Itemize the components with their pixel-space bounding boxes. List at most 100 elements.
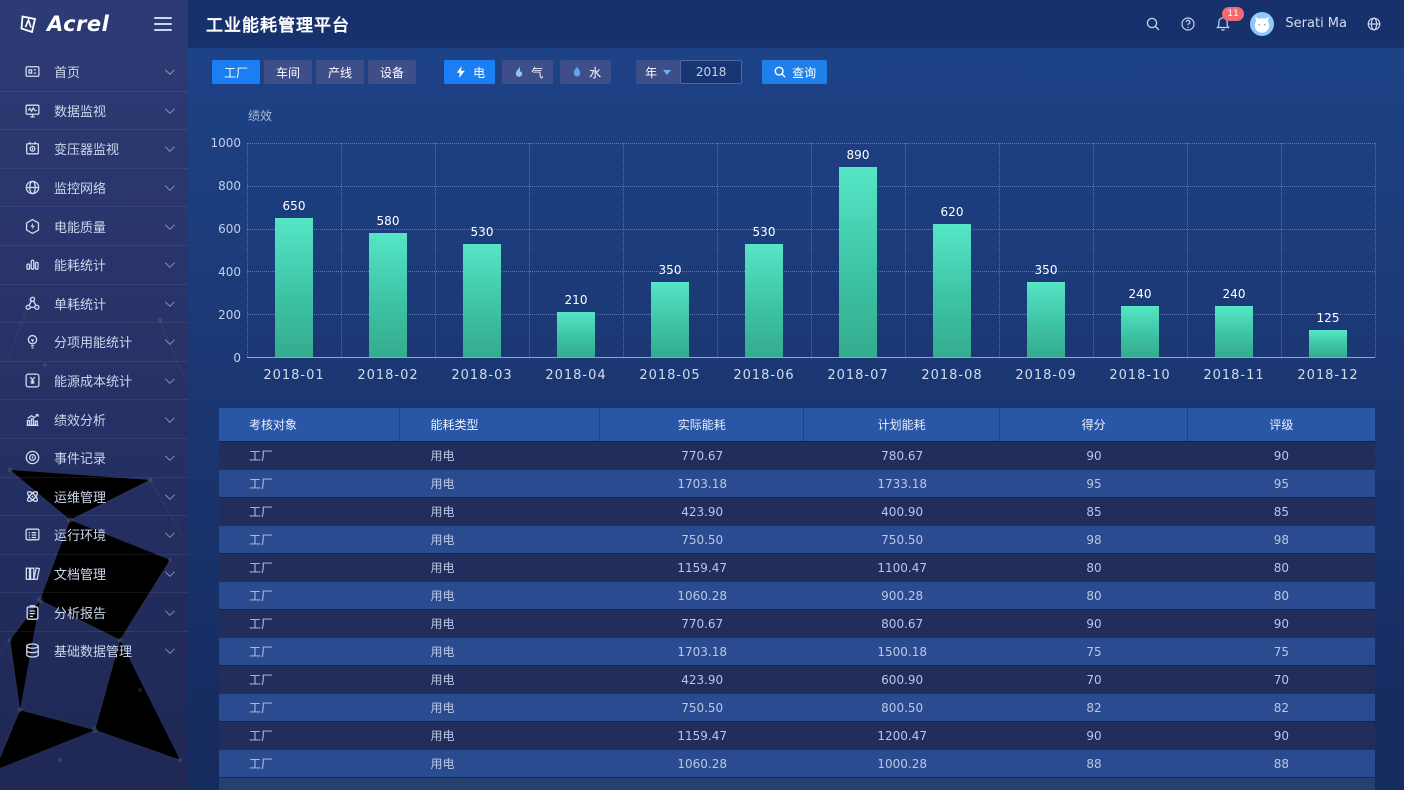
chevron-down-icon (164, 605, 175, 616)
scope-tab-workshop[interactable]: 车间 (264, 60, 313, 84)
table-body: 工厂 用电 770.67 780.67 90 90 工厂 用电 1703.18 1733.18 95… (219, 441, 1375, 790)
x-tick-label: 2018-04 (545, 368, 607, 383)
table-cell: 1733.18 (877, 476, 927, 491)
sidebar: Acrel 首页 数据监视 变压器监视 监控网络电能质量能耗统计单耗统计分项用能统计能… (0, 0, 188, 790)
sidebar-item-reports[interactable]: 分析报告 (0, 592, 188, 631)
sidebar-item-unit-consumption[interactable]: 单耗统计 (0, 283, 188, 323)
sidebar-item-label: 事件记录 (54, 452, 107, 468)
sidebar-item-label: 单耗统计 (54, 297, 107, 313)
table-cell: 750.50 (681, 532, 724, 547)
chevron-down-icon (164, 374, 175, 385)
x-tick-label: 2018-03 (451, 368, 513, 383)
bell-icon[interactable]: 11 (1215, 6, 1244, 32)
table-cell: 75 (1086, 644, 1102, 659)
sidebar-item-documents[interactable]: 文档管理 (0, 553, 188, 593)
chevron-down-icon (164, 451, 175, 462)
sidebar-item-data-monitor[interactable]: 数据监视 (0, 90, 188, 130)
table-cell: 88 (1086, 756, 1102, 771)
sidebar-item-label: 绩效分析 (54, 413, 107, 429)
logo-row: Acrel (0, 0, 188, 47)
table-row: 工厂 用电 1060.28 1000.28 88 88 (219, 749, 1375, 777)
table-cell: 750.50 (681, 700, 724, 715)
sidebar-item-base-data[interactable]: 基础数据管理 (0, 630, 188, 670)
y-tick-label: 800 (218, 179, 241, 193)
table-cell: 1703.18 (677, 644, 727, 659)
sidebar-item-environment[interactable]: 运行环境 (0, 515, 188, 554)
user-name[interactable]: Serati Ma (1285, 16, 1347, 31)
energy-tab-electricity[interactable]: 电 (444, 60, 496, 84)
globe-icon[interactable] (1366, 16, 1382, 32)
table-cell: 750.50 (881, 532, 924, 547)
table-cell: 800.67 (881, 616, 924, 631)
table-cell: 82 (1273, 700, 1289, 715)
table-cell: 用电 (430, 645, 455, 659)
sidebar-item-label: 运维管理 (54, 490, 107, 506)
v-gridline (999, 143, 1000, 357)
v-gridline (529, 143, 530, 357)
table-cell: 95 (1086, 476, 1102, 491)
year-input[interactable] (680, 60, 743, 84)
energy-tab-water[interactable]: 水 (560, 60, 612, 84)
bar-slot: 650 (247, 143, 341, 357)
sidebar-item-performance[interactable]: 绩效分析 (0, 399, 188, 438)
sidebar-item-energy-cost[interactable]: 能源成本统计 (0, 360, 188, 400)
v-gridline (811, 143, 812, 357)
chevron-down-icon (164, 104, 175, 114)
v-gridline (1281, 143, 1282, 357)
sidebar-item-energy-stats[interactable]: 能耗统计 (0, 244, 188, 284)
bar-slot: 240 (1093, 143, 1187, 357)
brand-logo[interactable]: Acrel (18, 12, 109, 36)
table-cell: 工厂 (249, 645, 274, 659)
x-tick-label: 2018-06 (733, 368, 795, 383)
search-icon[interactable] (1145, 16, 1161, 32)
table-cell: 工厂 (249, 673, 274, 687)
sidebar-item-label: 电能质量 (54, 220, 107, 236)
bar-2018-10 (1121, 305, 1159, 357)
table-cell: 90 (1273, 448, 1289, 463)
table-cell: 770.67 (681, 448, 724, 463)
table-cell: 用电 (430, 617, 455, 631)
bar-value-label: 650 (282, 198, 306, 213)
report-icon (24, 604, 41, 621)
sidebar-item-event-log[interactable]: 事件记录 (0, 437, 188, 477)
help-icon[interactable] (1180, 16, 1196, 32)
v-gridline (247, 143, 248, 357)
sidebar-item-transformer[interactable]: 变压器监视 (0, 129, 188, 168)
x-tick-label: 2018-09 (1015, 368, 1077, 383)
chevron-down-icon (164, 412, 175, 423)
sidebar-item-operations[interactable]: 运维管理 (0, 476, 188, 516)
table-cell: 用电 (430, 533, 455, 547)
table-row: 工厂 用电 750.50 800.50 82 82 (219, 693, 1375, 721)
sidebar-item-subentry-energy[interactable]: 分项用能统计 (0, 322, 188, 361)
year-dropdown[interactable]: 年 (636, 60, 681, 84)
scope-tab-factory[interactable]: 工厂 (212, 60, 261, 84)
sidebar-item-power-quality[interactable]: 电能质量 (0, 206, 188, 245)
chevron-down-icon (164, 219, 175, 230)
chevron-down-icon (164, 181, 175, 192)
search-icon (773, 65, 787, 79)
v-gridline (623, 143, 624, 357)
table-cell: 600.90 (881, 672, 924, 687)
table-cell: 工厂 (249, 505, 274, 519)
event-log-icon (24, 449, 41, 466)
query-button-label: 查询 (792, 65, 817, 80)
avatar[interactable] (1250, 11, 1275, 36)
table-header-cell: 得分 (1000, 408, 1188, 441)
table-cell: 用电 (430, 561, 455, 575)
scope-tab-line[interactable]: 产线 (316, 60, 365, 84)
bar-value-label: 350 (1034, 263, 1058, 278)
table-cell: 80 (1086, 588, 1102, 603)
table-cell: 用电 (430, 729, 455, 743)
table-cell: 工厂 (249, 533, 274, 547)
sidebar-item-network[interactable]: 监控网络 (0, 167, 188, 207)
hamburger-menu-icon[interactable] (154, 13, 172, 35)
v-gridline (435, 143, 436, 357)
x-tick-label: 2018-08 (921, 368, 983, 383)
sidebar-item-home[interactable]: 首页 (0, 52, 188, 91)
energy-tab-gas[interactable]: 气 (502, 60, 554, 84)
scope-tab-device[interactable]: 设备 (368, 60, 417, 84)
bar-2018-02 (369, 232, 407, 357)
chevron-down-icon (164, 528, 175, 539)
query-button[interactable]: 查询 (762, 60, 828, 84)
